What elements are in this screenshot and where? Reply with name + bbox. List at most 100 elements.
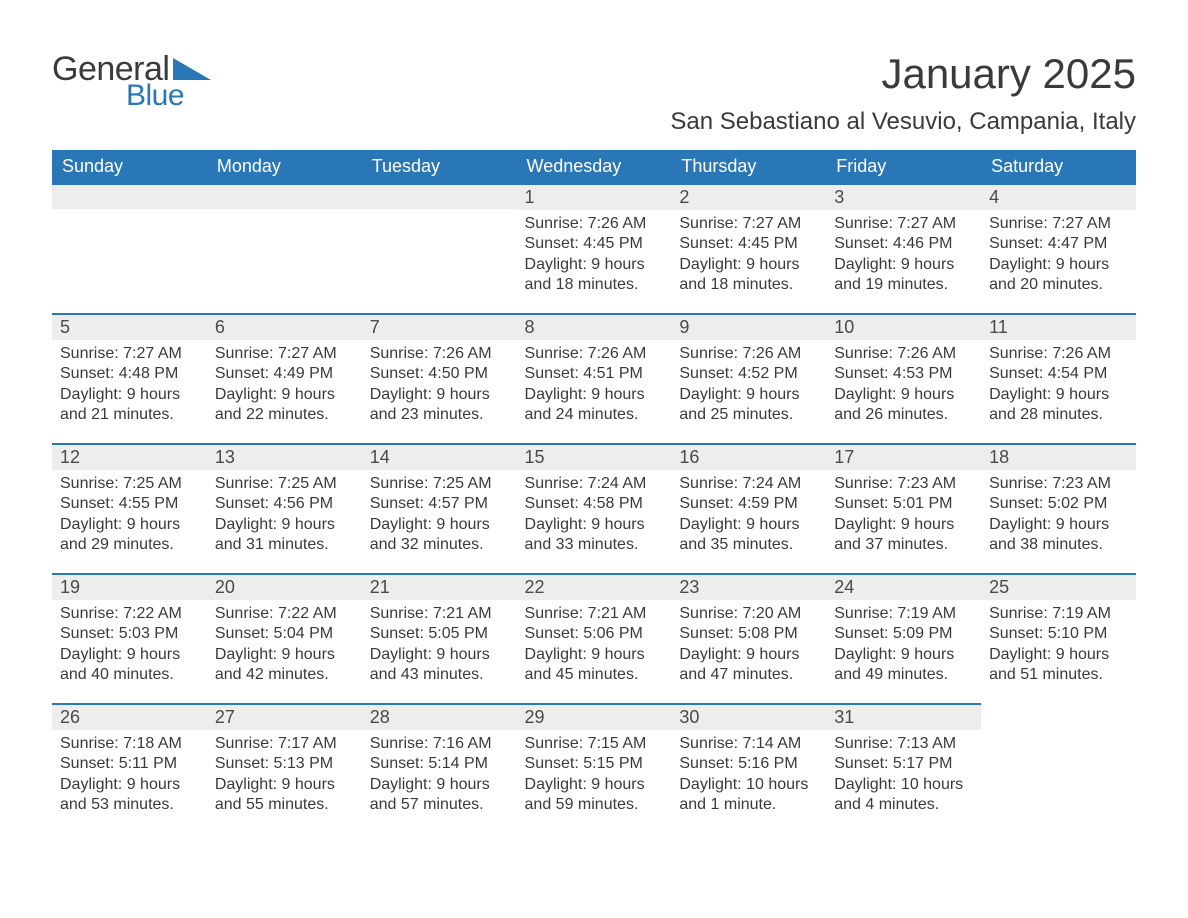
- daylight-text: Daylight: 9 hours and 53 minutes.: [60, 775, 199, 816]
- calendar-cell: 3Sunrise: 7:27 AMSunset: 4:46 PMDaylight…: [826, 183, 981, 313]
- sunset-text: Sunset: 5:08 PM: [679, 624, 818, 644]
- sunset-text: Sunset: 4:54 PM: [989, 364, 1128, 384]
- sunrise-text: Sunrise: 7:25 AM: [370, 474, 509, 494]
- day-details: Sunrise: 7:27 AMSunset: 4:48 PMDaylight:…: [52, 340, 207, 434]
- day-number: 10: [826, 313, 981, 340]
- day-details: Sunrise: 7:27 AMSunset: 4:49 PMDaylight:…: [207, 340, 362, 434]
- calendar-week: 5Sunrise: 7:27 AMSunset: 4:48 PMDaylight…: [52, 313, 1136, 443]
- day-number: 15: [517, 443, 672, 470]
- sunrise-text: Sunrise: 7:26 AM: [370, 344, 509, 364]
- calendar-head: SundayMondayTuesdayWednesdayThursdayFrid…: [52, 150, 1136, 183]
- calendar-cell: 28Sunrise: 7:16 AMSunset: 5:14 PMDayligh…: [362, 703, 517, 833]
- sunset-text: Sunset: 5:17 PM: [834, 754, 973, 774]
- calendar-cell: 9Sunrise: 7:26 AMSunset: 4:52 PMDaylight…: [671, 313, 826, 443]
- day-details: Sunrise: 7:26 AMSunset: 4:54 PMDaylight:…: [981, 340, 1136, 434]
- sunrise-text: Sunrise: 7:24 AM: [525, 474, 664, 494]
- sunrise-text: Sunrise: 7:19 AM: [834, 604, 973, 624]
- daylight-text: Daylight: 9 hours and 47 minutes.: [679, 645, 818, 686]
- daylight-text: Daylight: 9 hours and 43 minutes.: [370, 645, 509, 686]
- day-number: 20: [207, 573, 362, 600]
- calendar-cell: [52, 183, 207, 313]
- daylight-text: Daylight: 9 hours and 38 minutes.: [989, 515, 1128, 556]
- header: General Blue January 2025 San Sebastiano…: [52, 50, 1136, 136]
- weekday-header: Sunday: [52, 150, 207, 183]
- calendar-cell: 4 Sunrise: 7:27 AMSunset: 4:47 PMDaylight…: [981, 183, 1136, 313]
- calendar-cell: 30Sunrise: 7:14 AMSunset: 5:16 PMDayligh…: [671, 703, 826, 833]
- daylight-text: Daylight: 9 hours and 25 minutes.: [679, 385, 818, 426]
- sunset-text: Sunset: 4:45 PM: [525, 234, 664, 254]
- calendar-cell: 5Sunrise: 7:27 AMSunset: 4:48 PMDaylight…: [52, 313, 207, 443]
- calendar-cell: 12Sunrise: 7:25 AMSunset: 4:55 PMDayligh…: [52, 443, 207, 573]
- weekday-header: Tuesday: [362, 150, 517, 183]
- logo: General Blue: [52, 50, 211, 113]
- sunrise-text: Sunrise: 7:27 AM: [679, 214, 818, 234]
- sunset-text: Sunset: 5:10 PM: [989, 624, 1128, 644]
- sunrise-text: Sunrise: 7:26 AM: [834, 344, 973, 364]
- sunrise-text: Sunrise: 7:23 AM: [989, 474, 1128, 494]
- calendar-cell: 27Sunrise: 7:17 AMSunset: 5:13 PMDayligh…: [207, 703, 362, 833]
- sunset-text: Sunset: 4:45 PM: [679, 234, 818, 254]
- calendar-week: 12Sunrise: 7:25 AMSunset: 4:55 PMDayligh…: [52, 443, 1136, 573]
- sunrise-text: Sunrise: 7:21 AM: [370, 604, 509, 624]
- sunrise-text: Sunrise: 7:14 AM: [679, 734, 818, 754]
- day-number: 11: [981, 313, 1136, 340]
- sunset-text: Sunset: 4:47 PM: [989, 234, 1128, 254]
- day-number: 2: [671, 183, 826, 210]
- day-details: Sunrise: 7:23 AMSunset: 5:01 PMDaylight:…: [826, 470, 981, 564]
- sunset-text: Sunset: 5:14 PM: [370, 754, 509, 774]
- day-details: Sunrise: 7:27 AMSunset: 4:45 PMDaylight:…: [671, 210, 826, 304]
- daylight-text: Daylight: 9 hours and 20 minutes.: [989, 255, 1128, 296]
- calendar-cell: 2Sunrise: 7:27 AMSunset: 4:45 PMDaylight…: [671, 183, 826, 313]
- day-details: Sunrise: 7:26 AMSunset: 4:53 PMDaylight:…: [826, 340, 981, 434]
- day-number: 22: [517, 573, 672, 600]
- day-number: 25: [981, 573, 1136, 600]
- day-number: 4: [981, 183, 1136, 210]
- sunset-text: Sunset: 5:16 PM: [679, 754, 818, 774]
- sunrise-text: Sunrise: 7:27 AM: [989, 214, 1128, 234]
- calendar-cell: [362, 183, 517, 313]
- day-number-empty: [52, 183, 207, 209]
- sunrise-text: Sunrise: 7:25 AM: [215, 474, 354, 494]
- day-number: 8: [517, 313, 672, 340]
- calendar-cell: 21Sunrise: 7:21 AMSunset: 5:05 PMDayligh…: [362, 573, 517, 703]
- calendar-cell: 25Sunrise: 7:19 AMSunset: 5:10 PMDayligh…: [981, 573, 1136, 703]
- day-number: 28: [362, 703, 517, 730]
- sunrise-text: Sunrise: 7:20 AM: [679, 604, 818, 624]
- daylight-text: Daylight: 9 hours and 57 minutes.: [370, 775, 509, 816]
- daylight-text: Daylight: 10 hours and 4 minutes.: [834, 775, 973, 816]
- day-details: Sunrise: 7:19 AMSunset: 5:09 PMDaylight:…: [826, 600, 981, 694]
- day-number: 29: [517, 703, 672, 730]
- sunset-text: Sunset: 4:50 PM: [370, 364, 509, 384]
- daylight-text: Daylight: 9 hours and 59 minutes.: [525, 775, 664, 816]
- day-details: Sunrise: 7:26 AMSunset: 4:52 PMDaylight:…: [671, 340, 826, 434]
- calendar-cell: 15Sunrise: 7:24 AMSunset: 4:58 PMDayligh…: [517, 443, 672, 573]
- daylight-text: Daylight: 9 hours and 35 minutes.: [679, 515, 818, 556]
- calendar-grid: SundayMondayTuesdayWednesdayThursdayFrid…: [52, 150, 1136, 833]
- sunset-text: Sunset: 5:13 PM: [215, 754, 354, 774]
- logo-text-blue: Blue: [126, 79, 211, 113]
- sunrise-text: Sunrise: 7:17 AM: [215, 734, 354, 754]
- weekday-header: Saturday: [981, 150, 1136, 183]
- day-details: Sunrise: 7:25 AMSunset: 4:56 PMDaylight:…: [207, 470, 362, 564]
- calendar-cell: 14Sunrise: 7:25 AMSunset: 4:57 PMDayligh…: [362, 443, 517, 573]
- day-details: Sunrise: 7:26 AMSunset: 4:51 PMDaylight:…: [517, 340, 672, 434]
- sunset-text: Sunset: 5:09 PM: [834, 624, 973, 644]
- day-number: 5: [52, 313, 207, 340]
- day-number: 21: [362, 573, 517, 600]
- sunrise-text: Sunrise: 7:19 AM: [989, 604, 1128, 624]
- day-number: 19: [52, 573, 207, 600]
- day-number: 24: [826, 573, 981, 600]
- day-number: 14: [362, 443, 517, 470]
- daylight-text: Daylight: 9 hours and 29 minutes.: [60, 515, 199, 556]
- daylight-text: Daylight: 9 hours and 21 minutes.: [60, 385, 199, 426]
- sunrise-text: Sunrise: 7:23 AM: [834, 474, 973, 494]
- day-details: Sunrise: 7:20 AMSunset: 5:08 PMDaylight:…: [671, 600, 826, 694]
- day-details: Sunrise: 7:16 AMSunset: 5:14 PMDaylight:…: [362, 730, 517, 824]
- day-details: Sunrise: 7:25 AMSunset: 4:55 PMDaylight:…: [52, 470, 207, 564]
- sunset-text: Sunset: 5:03 PM: [60, 624, 199, 644]
- day-number: 1: [517, 183, 672, 210]
- calendar-cell: 19Sunrise: 7:22 AMSunset: 5:03 PMDayligh…: [52, 573, 207, 703]
- daylight-text: Daylight: 9 hours and 23 minutes.: [370, 385, 509, 426]
- sunset-text: Sunset: 4:48 PM: [60, 364, 199, 384]
- daylight-text: Daylight: 9 hours and 26 minutes.: [834, 385, 973, 426]
